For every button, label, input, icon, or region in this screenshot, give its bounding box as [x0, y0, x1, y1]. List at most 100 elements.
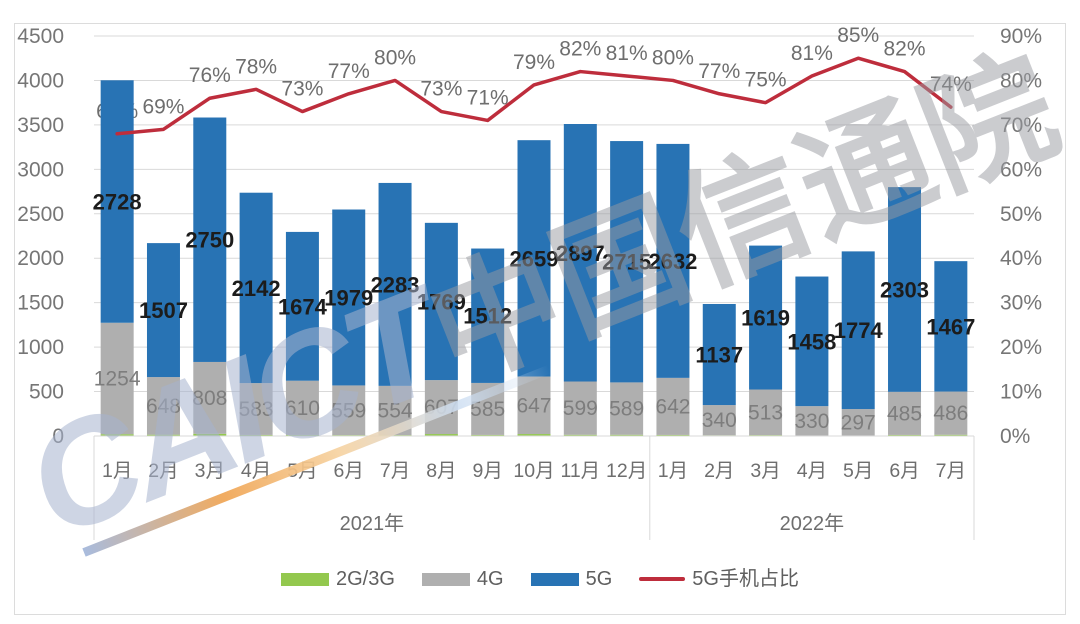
pct-label: 73%	[420, 78, 462, 101]
right-axis-tick: 30%	[1000, 292, 1042, 315]
left-axis-tick: 2000	[17, 247, 64, 270]
label-5g: 2750	[185, 228, 234, 253]
pct-label: 75%	[745, 69, 787, 92]
label-4g: 610	[285, 397, 320, 420]
legend-line-swatch	[639, 577, 686, 581]
pct-label: 79%	[513, 51, 555, 74]
month-tick: 7月	[380, 460, 410, 482]
month-tick: 3月	[195, 460, 225, 482]
label-5g: 1458	[787, 329, 836, 354]
bar-4g	[610, 382, 644, 435]
right-axis-tick: 50%	[1000, 203, 1042, 226]
bar-4g	[934, 391, 968, 435]
label-5g: 1769	[417, 289, 466, 314]
right-axis-tick: 0%	[1000, 425, 1030, 448]
left-axis-tick: 2500	[17, 203, 64, 226]
month-tick: 6月	[334, 460, 364, 482]
month-tick: 5月	[843, 460, 873, 482]
label-5g: 1619	[741, 306, 790, 331]
month-tick: 5月	[287, 460, 317, 482]
chart-legend: 2G/3G 4G 5G 5G手机占比	[0, 563, 1080, 595]
label-4g: 559	[331, 399, 366, 422]
pct-label: 73%	[281, 78, 323, 101]
bar-4g	[841, 409, 875, 436]
month-tick: 1月	[658, 460, 688, 482]
label-5g: 1979	[324, 285, 373, 310]
bar-5g	[517, 140, 551, 377]
legend-item-5g-share: 5G手机占比	[639, 569, 799, 589]
bar-4g	[795, 406, 829, 436]
month-tick: 8月	[426, 460, 456, 482]
left-axis-tick: 1500	[17, 292, 64, 315]
legend-label: 5G手机占比	[692, 568, 799, 590]
label-5g: 1674	[278, 294, 328, 319]
right-axis-tick: 70%	[1000, 114, 1042, 137]
label-4g: 513	[748, 401, 783, 424]
label-4g: 486	[933, 402, 968, 425]
pct-label: 71%	[467, 86, 509, 109]
label-4g: 647	[516, 394, 551, 417]
bar-4g	[656, 377, 690, 435]
bar-4g	[888, 391, 922, 435]
label-4g: 589	[609, 398, 644, 421]
label-4g: 1254	[94, 367, 141, 390]
label-4g: 554	[378, 399, 413, 422]
pct-label: 81%	[606, 42, 648, 65]
right-axis-tick: 90%	[1000, 25, 1042, 48]
label-5g: 1137	[695, 343, 743, 368]
bar-5g	[841, 251, 875, 410]
bar-5g	[610, 141, 644, 383]
month-tick: 12月	[606, 460, 647, 482]
label-4g: 340	[702, 409, 737, 432]
bar-2g3g	[610, 434, 644, 436]
pct-label: 78%	[235, 55, 277, 78]
label-4g: 599	[563, 397, 598, 420]
bar-5g	[471, 248, 505, 383]
label-4g: 585	[470, 398, 505, 421]
label-5g: 2303	[880, 277, 929, 302]
left-axis-tick: 3500	[17, 114, 64, 137]
bar-5g	[193, 117, 227, 362]
month-tick: 6月	[889, 460, 919, 482]
label-4g: 583	[239, 398, 274, 421]
legend-bar-swatch	[530, 572, 579, 586]
bar-2g3g	[563, 434, 597, 436]
year-label: 2022年	[780, 512, 845, 535]
legend-bar-swatch	[421, 572, 470, 586]
pct-label: 77%	[328, 60, 370, 83]
pct-label: 74%	[930, 73, 972, 96]
label-5g: 2632	[648, 249, 697, 274]
legend-item-4g: 4G	[421, 569, 504, 589]
bar-4g	[749, 389, 783, 436]
month-tick: 4月	[241, 460, 271, 482]
label-4g: 808	[192, 387, 227, 410]
label-5g: 2897	[556, 241, 605, 266]
pct-label: 76%	[189, 64, 231, 87]
label-4g: 297	[841, 411, 876, 434]
bar-2g3g	[934, 434, 968, 436]
bar-5g	[934, 261, 968, 392]
label-4g: 648	[146, 395, 181, 418]
left-axis-tick: 4500	[17, 25, 64, 48]
label-5g: 1512	[463, 304, 512, 329]
pct-label: 81%	[791, 42, 833, 65]
bar-5g	[100, 80, 134, 323]
month-tick: 11月	[560, 460, 600, 482]
bar-5g	[146, 243, 180, 378]
month-tick: 10月	[513, 460, 554, 482]
bar-5g	[795, 276, 829, 407]
bar-5g	[285, 231, 319, 381]
bar-4g	[702, 405, 736, 436]
bar-5g	[702, 304, 736, 406]
year-label: 2021年	[340, 512, 405, 535]
month-tick: 9月	[473, 460, 503, 482]
month-tick: 2月	[704, 460, 734, 482]
pct-label: 82%	[884, 38, 926, 61]
label-5g: 2659	[510, 246, 559, 271]
right-axis-tick: 40%	[1000, 247, 1042, 270]
left-axis-tick: 1000	[17, 336, 64, 359]
month-tick: 3月	[750, 460, 780, 482]
pct-label: 80%	[652, 46, 694, 69]
label-4g: 607	[424, 396, 459, 419]
